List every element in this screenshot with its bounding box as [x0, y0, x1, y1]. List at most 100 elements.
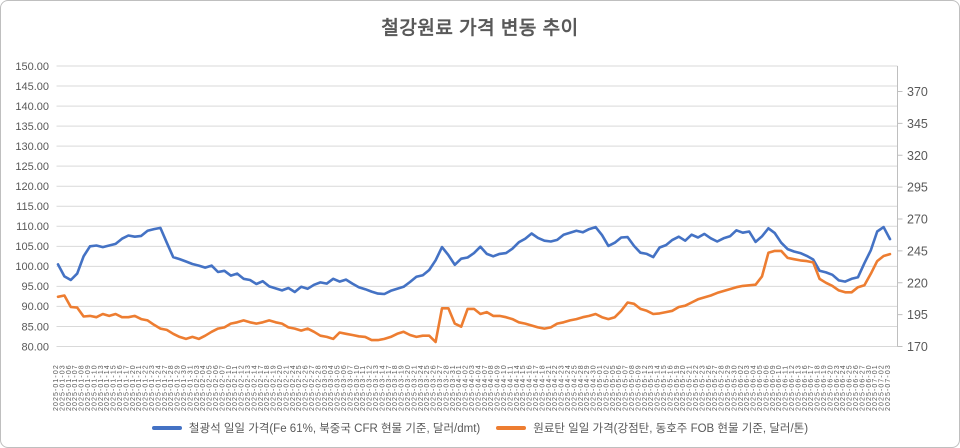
x-axis-label: 2025-04-01 [456, 364, 463, 411]
x-axis-label: 2025-04-29 [584, 364, 591, 411]
x-axis-label: 2025-05-27 [712, 364, 719, 411]
x-axis-label: 2025-04-22 [552, 364, 559, 411]
x-axis-label: 2025-03-20 [405, 364, 412, 411]
legend-item-iron-ore[interactable]: 철광석 일일 가격(Fe 61%, 북중국 CFR 현물 기준, 달러/dmt) [151, 420, 480, 436]
x-axis-label: 2025-04-09 [495, 364, 502, 411]
x-axis-label: 2025-03-21 [411, 364, 418, 411]
x-axis-label: 2025-04-10 [501, 364, 508, 411]
x-axis-label: 2025-03-10 [354, 364, 361, 411]
x-axis-label: 2025-05-21 [687, 364, 694, 411]
x-axis-label: 2025-04-14 [514, 364, 521, 411]
x-axis-label: 2025-04-04 [475, 364, 482, 411]
x-axis-label: 2025-06-26 [853, 364, 860, 411]
x-axis-label: 2025-06-06 [763, 364, 770, 411]
x-axis-label: 2025-02-17 [258, 364, 265, 411]
x-axis-label: 2025-02-20 [277, 364, 284, 411]
x-axis-label: 2025-06-12 [789, 364, 796, 411]
x-axis-label: 2025-06-27 [859, 364, 866, 411]
x-axis-label: 2025-06-04 [751, 364, 758, 411]
x-axis-label: 2025-05-29 [725, 364, 732, 411]
x-axis-label: 2025-04-11 [507, 365, 514, 411]
iron-ore-price-line [56, 225, 892, 296]
x-axis-label: 2025-04-21 [546, 364, 553, 411]
y-axis-left-label: 135.00 [15, 121, 49, 133]
x-axis-label: 2025-03-26 [431, 364, 438, 411]
x-axis-label: 2025-02-12 [239, 364, 246, 411]
x-axis-label: 2025-01-27 [162, 364, 169, 411]
x-axis-label: 2025-06-11 [783, 365, 790, 411]
y-axis-right-label: 270 [907, 213, 928, 227]
x-axis-label: 2025-03-18 [392, 364, 399, 411]
y-axis-right-label: 295 [907, 181, 928, 195]
x-axis-label: 2025-06-19 [821, 364, 828, 411]
x-axis-label: 2025-03-07 [347, 364, 354, 411]
x-axis-label: 2025-03-14 [379, 364, 386, 411]
y-axis-left-label: 130.00 [15, 141, 49, 153]
legend-item-coking-coal[interactable]: 원료탄 일일 가격(강점탄, 동호주 FOB 현물 기준, 달러/톤) [496, 420, 808, 436]
x-axis-label: 2025-03-28 [443, 364, 450, 411]
x-axis-label: 2025-01-10 [91, 364, 98, 411]
y-axis-left-label: 95.00 [21, 281, 49, 293]
x-axis-label: 2025-03-13 [373, 364, 380, 411]
x-axis-label: 2025-01-20 [130, 364, 137, 411]
coking-coal-line-swatch [496, 426, 527, 430]
y-axis-left-label: 90.00 [21, 301, 49, 313]
x-axis-label: 2025-03-12 [367, 364, 374, 411]
x-axis-label: 2025-02-18 [264, 364, 271, 411]
x-axis-label: 2025-01-16 [117, 364, 124, 411]
x-axis-label: 2025-02-19 [271, 364, 278, 411]
y-axis-left-label: 120.00 [15, 181, 49, 193]
x-axis-label: 2025-05-02 [603, 364, 610, 411]
x-axis-label: 2025-01-23 [149, 364, 156, 411]
x-axis-label: 2025-05-19 [674, 364, 681, 411]
x-axis-label: 2025-01-15 [111, 364, 118, 411]
y-axis-right-label: 245 [907, 244, 928, 258]
y-axis-right-label: 370 [907, 85, 928, 99]
x-axis-label: 2025-05-09 [635, 364, 642, 411]
x-axis-label: 2025-02-28 [315, 364, 322, 411]
x-axis-label: 2025-04-25 [571, 364, 578, 411]
x-axis-label: 2025-02-24 [290, 364, 297, 411]
y-axis-left-label: 110.00 [16, 221, 49, 233]
x-axis-label: 2025-05-16 [667, 364, 674, 411]
x-axis-label: 2025-04-15 [520, 364, 527, 411]
x-axis-label: 2025-04-23 [559, 364, 566, 411]
x-axis-label: 2025-01-31 [187, 364, 194, 411]
x-axis-label: 2025-04-30 [591, 364, 598, 411]
chart-legend: 철광석 일일 가격(Fe 61%, 북중국 CFR 현물 기준, 달러/dmt)… [1, 420, 959, 436]
y-axis-left-label: 85.00 [21, 321, 49, 333]
x-axis-label: 2025-02-04 [200, 364, 207, 411]
y-axis-left-label: 125.00 [15, 161, 49, 173]
x-axis-label: 2025-05-20 [680, 364, 687, 411]
x-axis-label: 2025-04-08 [488, 364, 495, 411]
x-axis-label: 2025-02-06 [213, 364, 220, 411]
x-axis-label: 2025-01-21 [136, 364, 143, 411]
y-axis-right-label: 220 [907, 276, 928, 290]
x-axis-label: 2025-05-08 [629, 364, 636, 411]
x-axis-label: 2025-03-05 [335, 364, 342, 411]
x-axis-label: 2025-03-19 [399, 364, 406, 411]
x-axis-label: 2025-01-02 [53, 364, 60, 411]
x-axis-label: 2025-05-14 [655, 364, 662, 411]
x-axis-label: 2025-05-15 [661, 364, 668, 411]
x-axis-label: 2025-01-07 [72, 364, 79, 411]
x-axis-label: 2025-01-29 [175, 364, 182, 411]
x-axis-label: 2025-05-07 [623, 364, 630, 411]
x-axis-label: 2025-03-27 [437, 364, 444, 411]
x-axis-label: 2025-06-05 [757, 364, 764, 411]
y-axis-right-label: 170 [907, 340, 928, 354]
x-axis-label: 2025-04-16 [527, 364, 534, 411]
x-axis-label: 2025-01-03 [59, 364, 66, 411]
y-axis-right-label: 195 [907, 308, 928, 322]
x-axis-label: 2025-01-24 [155, 364, 162, 411]
x-axis-label: 2025-01-08 [79, 364, 86, 411]
y-axis-left-label: 105.00 [15, 241, 49, 253]
x-axis-label: 2025-02-21 [283, 364, 290, 411]
x-axis-label: 2025-05-12 [642, 364, 649, 411]
x-axis-label: 2025-02-27 [309, 364, 316, 411]
x-axis-label: 2025-02-05 [207, 364, 214, 411]
x-axis-label: 2025-05-26 [706, 364, 713, 411]
x-axis-label: 2025-06-02 [738, 364, 745, 411]
x-axis-label: 2025-02-11 [232, 365, 239, 411]
